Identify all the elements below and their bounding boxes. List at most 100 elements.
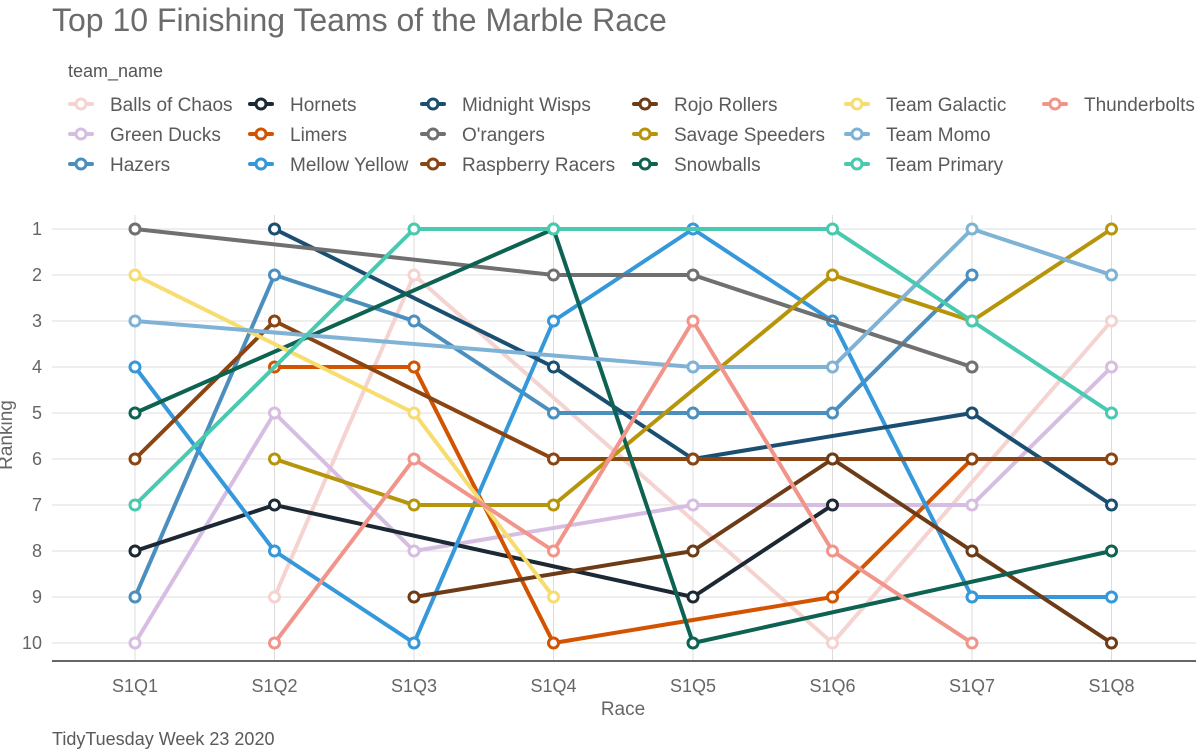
data-point [128, 452, 142, 466]
data-point [547, 544, 560, 558]
legend-label: Raspberry Racers [462, 155, 615, 176]
data-point [1105, 590, 1118, 604]
series-hornets [128, 498, 839, 604]
data-point [965, 452, 979, 466]
data-point [965, 222, 979, 236]
data-point [965, 360, 979, 374]
x-axis-label: Race [601, 699, 645, 720]
data-point [407, 222, 421, 236]
data-point [407, 452, 421, 466]
data-point [965, 636, 979, 650]
data-point [547, 498, 560, 512]
data-point [128, 222, 142, 236]
x-tick-label: S1Q6 [809, 676, 855, 696]
legend-swatch-point [254, 97, 268, 111]
legend-item: Mellow Yellow [248, 155, 409, 176]
data-point [407, 406, 421, 420]
legend-label: Hazers [110, 155, 170, 176]
data-point [1105, 406, 1118, 420]
series-line [272, 319, 974, 645]
x-tick-label: S1Q3 [391, 676, 437, 696]
legend-label: Rojo Rollers [674, 95, 777, 116]
data-point [1105, 314, 1118, 328]
data-point [826, 222, 839, 236]
legend-label: Limers [290, 125, 347, 146]
data-point [407, 636, 421, 650]
data-point [1105, 222, 1118, 236]
data-point [268, 452, 281, 466]
y-tick-label: 8 [32, 541, 42, 561]
legend-item: Snowballs [632, 155, 761, 176]
legend-swatch-point [74, 97, 88, 111]
legend-title: team_name [68, 61, 163, 82]
data-point [686, 636, 700, 650]
legend-swatch-point [254, 127, 268, 141]
data-point [686, 360, 700, 374]
y-tick-label: 1 [32, 219, 42, 239]
legend-label: Thunderbolts [1084, 95, 1195, 116]
legend-label: O'rangers [462, 125, 545, 146]
data-point [547, 222, 560, 236]
legend-label: Team Galactic [886, 95, 1006, 116]
legend-item: Savage Speeders [632, 125, 825, 146]
data-point [268, 544, 281, 558]
legend-label: Savage Speeders [674, 125, 825, 146]
data-point [547, 452, 560, 466]
y-tick-label: 2 [32, 265, 42, 285]
legend-label: Balls of Chaos [110, 95, 233, 116]
data-point [965, 406, 979, 420]
legend-label: Team Primary [886, 155, 1004, 176]
data-point [407, 544, 421, 558]
y-axis-label: Ranking [0, 400, 17, 470]
legend-item: Team Galactic [844, 95, 1006, 116]
y-tick-label: 7 [32, 495, 42, 515]
data-point [547, 590, 560, 604]
data-point [547, 636, 560, 650]
data-point [826, 406, 839, 420]
legend-swatch-point [74, 157, 88, 171]
data-point [1105, 452, 1118, 466]
data-point [128, 498, 142, 512]
data-point [965, 590, 979, 604]
data-point [407, 498, 421, 512]
data-point [128, 590, 142, 604]
data-point [268, 636, 281, 650]
data-point [686, 268, 700, 282]
x-tick-label: S1Q5 [670, 676, 716, 696]
series-team-momo [128, 222, 1118, 374]
y-tick-label: 3 [32, 311, 42, 331]
data-point [686, 498, 700, 512]
legend-swatch-point [254, 157, 268, 171]
series-team-galactic [128, 268, 560, 604]
y-axis-ticks: 1 2 3 4 5 6 7 8 9 10 [22, 219, 42, 653]
data-point [547, 406, 560, 420]
y-tick-label: 10 [22, 633, 42, 653]
data-point [128, 544, 142, 558]
data-point [547, 360, 560, 374]
series-team-primary [128, 222, 1118, 512]
legend-item: Team Momo [844, 125, 991, 146]
legend-item: Hornets [248, 95, 357, 116]
series-line [133, 227, 1114, 507]
data-point [965, 544, 979, 558]
legend-swatch-point [74, 127, 88, 141]
legend-item: Balls of Chaos [68, 95, 233, 116]
data-point [268, 268, 281, 282]
y-tick-label: 6 [32, 449, 42, 469]
data-point [547, 268, 560, 282]
data-point [826, 452, 839, 466]
data-point [128, 360, 142, 374]
legend-swatch-point [638, 97, 652, 111]
series-group [128, 222, 1118, 650]
legend-item: Thunderbolts [1042, 95, 1195, 116]
legend-swatch-point [850, 97, 864, 111]
data-point [826, 360, 839, 374]
data-point [1105, 268, 1118, 282]
data-point [128, 636, 142, 650]
series-savage-speeders [268, 222, 1118, 512]
series-line [133, 227, 974, 369]
legend-swatch-point [426, 97, 440, 111]
legend-label: Team Momo [886, 125, 991, 146]
data-point [547, 314, 560, 328]
data-point [1105, 636, 1118, 650]
